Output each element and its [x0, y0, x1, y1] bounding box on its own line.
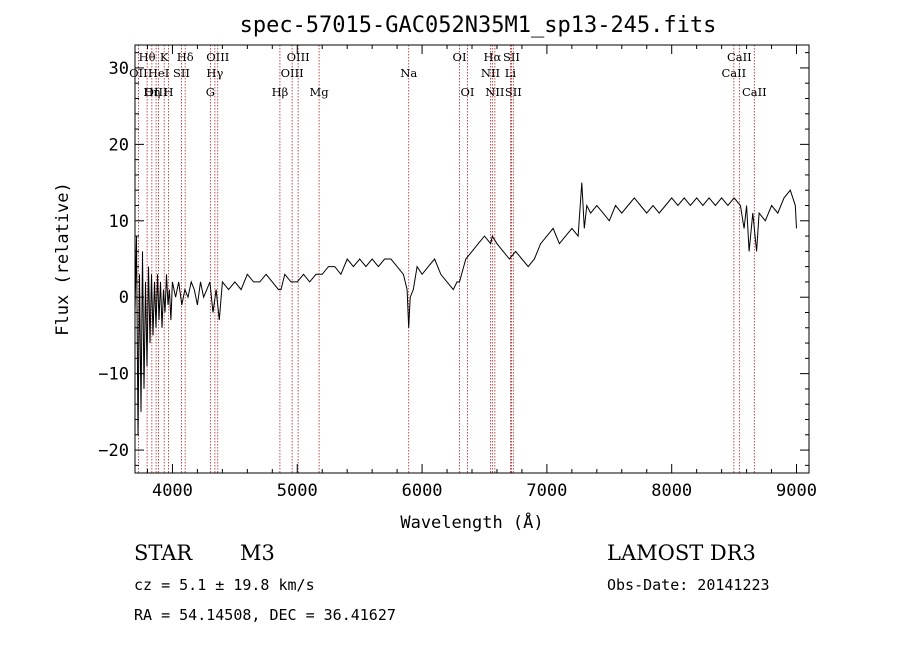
y-tick-label: −10	[98, 365, 129, 385]
observation-date: Obs-Date: 20141223	[607, 576, 770, 594]
coordinates-readout: RA = 54.14508, DEC = 36.41627	[134, 606, 396, 624]
reference-line-label: SII	[173, 66, 190, 80]
reference-line-label: Li	[505, 66, 517, 80]
reference-line-label: G	[206, 85, 215, 99]
reference-line-label: Mg	[310, 85, 330, 99]
x-tick-label: 5000	[277, 481, 318, 501]
reference-line-label: OI	[461, 85, 475, 99]
x-tick-label: 7000	[526, 481, 567, 501]
reference-line-label: Hβ	[272, 85, 289, 99]
y-tick-label: 10	[109, 212, 129, 232]
x-tick-label: 6000	[402, 481, 443, 501]
y-tick-label: −20	[98, 441, 129, 461]
x-tick-label: 8000	[651, 481, 692, 501]
reference-line-label: Hγ	[206, 66, 223, 80]
spectrum-line	[134, 182, 797, 435]
redshift-readout: cz = 5.1 ± 19.8 km/s	[134, 576, 315, 594]
reference-line-label: OI	[453, 50, 467, 64]
object-class: STAR	[134, 541, 193, 565]
x-axis-label: Wavelength (Å)	[400, 511, 543, 533]
reference-line-label: OIII	[281, 66, 304, 80]
y-tick-label: 0	[119, 288, 129, 308]
object-subclass: M3	[240, 541, 275, 565]
reference-line-label: OIII	[145, 85, 168, 99]
reference-line-label: SII	[503, 50, 520, 64]
x-tick-label: 4000	[152, 481, 193, 501]
reference-line-label: H	[164, 85, 174, 99]
reference-line-label: SII	[505, 85, 522, 99]
chart-title: spec-57015-GAC052N35M1_sp13-245.fits	[240, 13, 717, 38]
reference-line-label: OIII	[206, 50, 229, 64]
reference-line-label: Hη	[143, 85, 160, 99]
reference-line-label: Hα	[483, 50, 501, 64]
reference-line-label: Hθ	[139, 50, 156, 64]
reference-line-label: HeI	[148, 66, 169, 80]
reference-lines	[137, 45, 755, 473]
reference-line-label: CaII	[742, 85, 767, 99]
reference-line-label: Na	[400, 66, 417, 80]
reference-line-label: Hδ	[177, 50, 194, 64]
survey-name: LAMOST DR3	[607, 541, 756, 565]
y-axis-label: Flux (relative)	[53, 182, 73, 336]
x-tick-label: 9000	[776, 481, 817, 501]
reference-line-label: CaII	[721, 66, 746, 80]
reference-line-label: NII	[481, 66, 500, 80]
reference-line-label: OII	[129, 66, 148, 80]
y-tick-label: 20	[109, 135, 129, 155]
y-tick-label: 30	[109, 59, 129, 79]
reference-line-label: K	[160, 50, 169, 64]
reference-line-label: CaII	[727, 50, 752, 64]
reference-line-label: NII	[485, 85, 504, 99]
reference-line-label: OIII	[287, 50, 310, 64]
y-axis-ticks: −20 −10 0 10 20 30	[98, 52, 809, 466]
x-axis-ticks: 4000 5000 6000 7000 8000 9000	[146, 45, 817, 501]
